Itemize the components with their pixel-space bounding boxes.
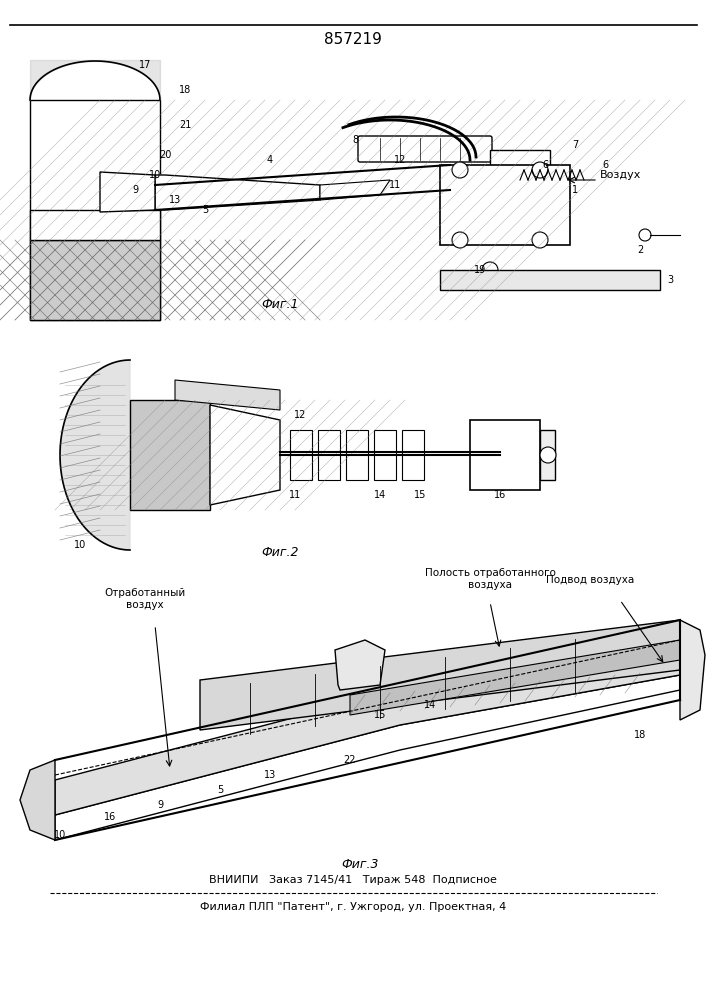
- Text: 5: 5: [217, 785, 223, 795]
- Circle shape: [452, 232, 468, 248]
- Bar: [346, 430, 368, 480]
- Circle shape: [532, 232, 548, 248]
- Text: Полость отработанного
воздуха: Полость отработанного воздуха: [425, 568, 556, 590]
- Polygon shape: [200, 620, 680, 730]
- Circle shape: [540, 447, 556, 463]
- Text: 20: 20: [159, 150, 171, 160]
- Bar: [30, 210, 160, 240]
- Text: 12: 12: [294, 410, 306, 420]
- Polygon shape: [680, 620, 705, 720]
- Text: 21: 21: [179, 120, 191, 130]
- Text: 7: 7: [572, 140, 578, 150]
- Bar: [440, 270, 660, 290]
- Bar: [440, 165, 570, 245]
- Text: Воздух: Воздух: [600, 170, 641, 180]
- Bar: [374, 430, 396, 480]
- Text: 16: 16: [494, 490, 506, 500]
- Polygon shape: [320, 180, 390, 200]
- Text: 16: 16: [104, 812, 116, 822]
- Text: 13: 13: [264, 770, 276, 780]
- Text: 3: 3: [667, 275, 673, 285]
- Text: 17: 17: [139, 60, 151, 70]
- Polygon shape: [20, 760, 55, 840]
- Text: 11: 11: [289, 490, 301, 500]
- Text: Отработанный
воздух: Отработанный воздух: [105, 588, 186, 610]
- Bar: [318, 430, 340, 480]
- Bar: [30, 100, 160, 320]
- Bar: [490, 150, 550, 190]
- Text: 15: 15: [374, 710, 386, 720]
- Text: Фиг.1: Фиг.1: [262, 298, 299, 312]
- Polygon shape: [55, 645, 680, 815]
- Text: 10: 10: [74, 540, 86, 550]
- Text: Филиал ПЛП "Патент", г. Ужгород, ул. Проектная, 4: Филиал ПЛП "Патент", г. Ужгород, ул. Про…: [200, 902, 506, 912]
- Text: Подвод воздуха: Подвод воздуха: [546, 575, 634, 585]
- Bar: [30, 240, 160, 320]
- Polygon shape: [175, 380, 280, 410]
- Circle shape: [452, 162, 468, 178]
- Text: 12: 12: [394, 155, 407, 165]
- Text: 4: 4: [267, 155, 273, 165]
- Text: 9: 9: [132, 185, 138, 195]
- Polygon shape: [60, 360, 130, 550]
- Text: 19: 19: [474, 265, 486, 275]
- Text: 14: 14: [374, 490, 386, 500]
- Bar: [290, 430, 312, 480]
- Polygon shape: [100, 172, 155, 212]
- Text: 8: 8: [352, 135, 358, 145]
- Bar: [540, 430, 555, 480]
- Bar: [402, 430, 424, 480]
- Text: 10: 10: [54, 830, 66, 840]
- Text: 6: 6: [602, 160, 608, 170]
- Circle shape: [639, 229, 651, 241]
- Text: 13: 13: [169, 195, 181, 205]
- Text: 22: 22: [344, 755, 356, 765]
- Text: 5: 5: [202, 205, 208, 215]
- Polygon shape: [55, 675, 680, 840]
- Polygon shape: [350, 640, 680, 715]
- Text: 1: 1: [572, 185, 578, 195]
- Text: 11: 11: [389, 180, 401, 190]
- Text: 2: 2: [637, 245, 643, 255]
- Text: 18: 18: [634, 730, 646, 740]
- Text: Фиг.2: Фиг.2: [262, 546, 299, 558]
- FancyBboxPatch shape: [358, 136, 492, 162]
- Text: 9: 9: [157, 800, 163, 810]
- Text: 6: 6: [542, 160, 548, 170]
- Circle shape: [532, 162, 548, 178]
- Text: 15: 15: [414, 490, 426, 500]
- Text: Фиг.3: Фиг.3: [341, 858, 379, 871]
- Text: 14: 14: [424, 700, 436, 710]
- Text: 10: 10: [149, 170, 161, 180]
- Bar: [130, 400, 210, 510]
- Text: ВНИИПИ   Заказ 7145/41   Тираж 548  Подписное: ВНИИПИ Заказ 7145/41 Тираж 548 Подписное: [209, 875, 497, 885]
- Polygon shape: [210, 405, 280, 505]
- Polygon shape: [335, 640, 385, 690]
- Text: 18: 18: [179, 85, 191, 95]
- Bar: [470, 420, 540, 490]
- Circle shape: [482, 262, 498, 278]
- Text: 857219: 857219: [324, 32, 382, 47]
- Polygon shape: [155, 175, 320, 210]
